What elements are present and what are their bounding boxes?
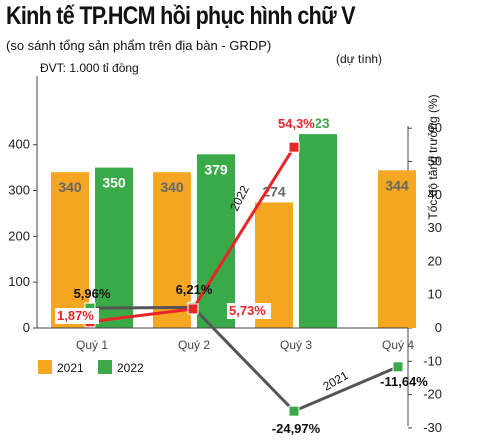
left-axis-tick-label: 300 xyxy=(8,183,30,198)
right-axis-tick-label: -30 xyxy=(423,420,442,435)
bar-2021 xyxy=(378,170,416,328)
category-label: Quý 3 xyxy=(280,338,312,352)
right-axis-tick-label: 30 xyxy=(428,220,442,235)
legend-swatch xyxy=(38,360,52,374)
legend-swatch xyxy=(98,360,112,374)
left-axis-tick-label: 100 xyxy=(8,274,30,289)
growth-label-2022: 54,3% xyxy=(278,116,315,131)
growth-point-2022 xyxy=(187,303,199,315)
chart-title: Kinh tế TP.HCM hồi phục hình chữ V xyxy=(6,2,356,30)
right-axis-tick-label: 50 xyxy=(428,154,442,169)
bar-2021 xyxy=(153,172,191,328)
legend-label: 2022 xyxy=(117,361,144,375)
growth-label-2021: 5,96% xyxy=(74,286,111,301)
left-axis-tick-label: 0 xyxy=(23,320,30,335)
right-axis-tick-label: 40 xyxy=(428,187,442,202)
right-axis-tick-label: 60 xyxy=(428,120,442,135)
category-label: Quý 2 xyxy=(178,338,210,352)
bar-note: (dự tính) xyxy=(336,52,382,66)
right-axis-tick-label: 0 xyxy=(435,320,442,335)
growth-point-2021 xyxy=(392,361,404,373)
bar-2021 xyxy=(51,172,89,328)
bar-value-label: 379 xyxy=(204,161,228,177)
growth-line-2021 xyxy=(89,305,399,413)
growth-label-bg-2022 xyxy=(276,116,316,132)
growth-label-2022: 5,73% xyxy=(229,303,266,318)
growth-label-2022: 1,87% xyxy=(57,308,94,323)
growth-label-bg-2022 xyxy=(227,303,271,319)
right-axis-tick-label: -10 xyxy=(423,353,442,368)
growth-label-2021: -24,97% xyxy=(272,421,321,436)
legend-label: 2021 xyxy=(57,361,84,375)
bar-value-label: 340 xyxy=(58,179,82,195)
chart-subtitle: (so sánh tổng sản phẩm trên địa bàn - GR… xyxy=(6,38,272,53)
bar-value-label: 350 xyxy=(102,175,126,191)
growth-label-2021: 6,21% xyxy=(176,282,213,297)
right-axis-tick-label: -20 xyxy=(423,387,442,402)
right-axis-tick-label: 20 xyxy=(428,253,442,268)
right-axis-tick-label: 10 xyxy=(428,287,442,302)
growth-point-2022 xyxy=(288,141,300,153)
left-axis-tick-label: 400 xyxy=(8,137,30,152)
bar-value-label: 344 xyxy=(385,177,409,193)
bar-value-label: 340 xyxy=(160,179,184,195)
category-label: Quý 1 xyxy=(76,338,108,352)
left-axis-tick-label: 200 xyxy=(8,228,30,243)
right-axis-title: Tốc độ tăng trưởng (%) xyxy=(426,94,440,219)
unit-label: ĐVT: 1.000 tỉ đồng xyxy=(40,61,139,75)
bar-2022 xyxy=(299,134,337,328)
bar-2022 xyxy=(197,154,235,328)
growth-label-bg-2022 xyxy=(55,308,99,324)
growth-point-2021 xyxy=(288,405,300,417)
category-label: Quý 4 xyxy=(382,338,414,352)
growth-label-2021: -11,64% xyxy=(380,374,428,389)
bar-2022 xyxy=(95,167,133,328)
